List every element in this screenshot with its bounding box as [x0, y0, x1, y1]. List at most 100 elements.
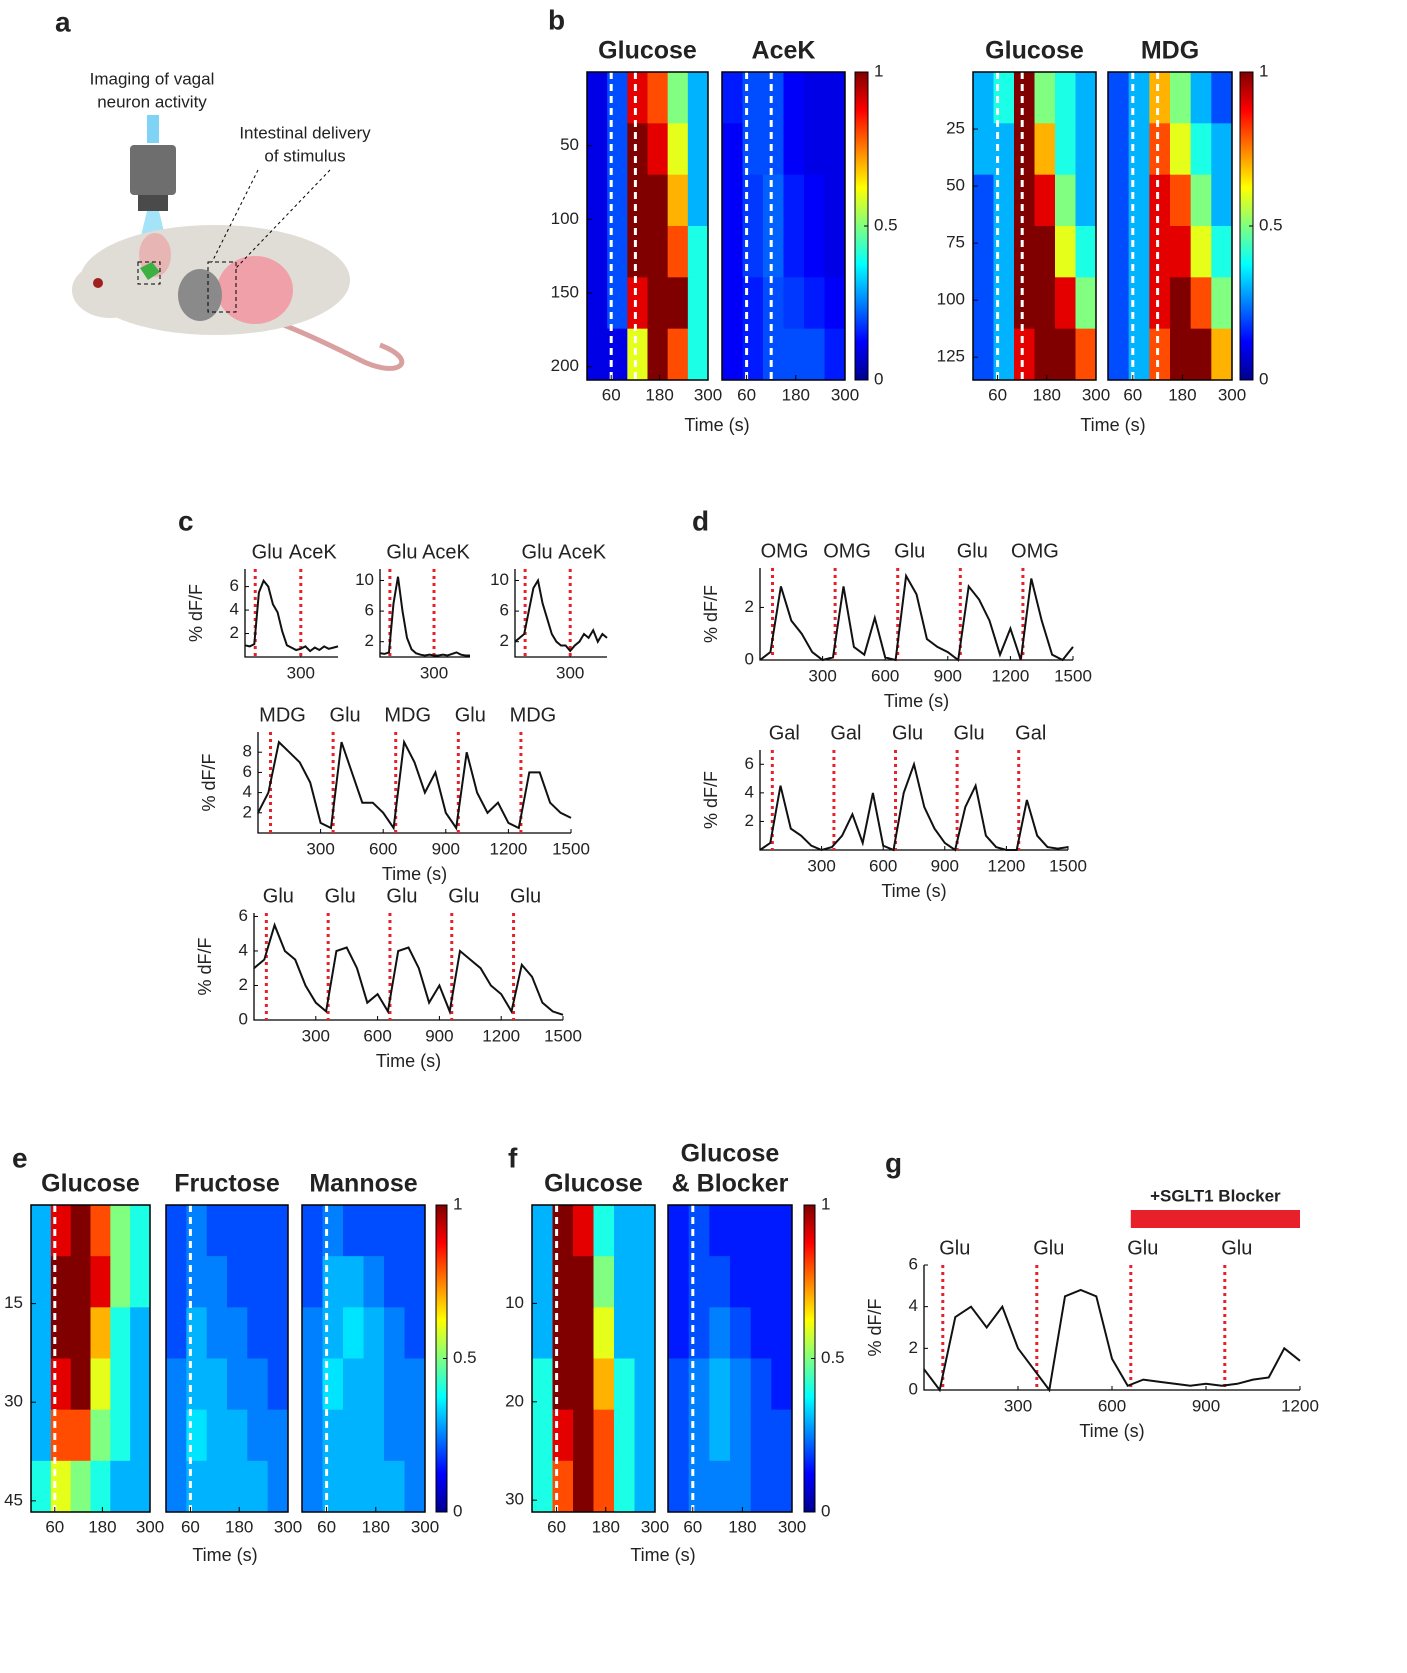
y-tick-label: 6: [909, 1254, 918, 1273]
heatmap-cell: [647, 328, 669, 381]
frame: [972, 71, 1097, 381]
heatmap-cell: [687, 277, 709, 330]
y-tick-label: 0: [745, 649, 754, 668]
heatmap-cell: [667, 174, 689, 227]
heatmap-cell: [973, 72, 994, 124]
x-tick-label: 1500: [1054, 666, 1092, 685]
heatmap-cell: [1055, 123, 1076, 176]
heatmap-cell: [627, 226, 648, 278]
heatmap-cell: [1034, 226, 1056, 278]
heatmap-cell: [1108, 277, 1130, 330]
x-tick-label: 180: [1168, 385, 1196, 404]
heatmap-cell: [206, 1256, 228, 1308]
heatmap-cell: [634, 1358, 656, 1411]
y-axis-label: % dF/F: [195, 937, 215, 995]
y-tick-label: 2: [243, 802, 252, 821]
heatmap-cell: [384, 1460, 405, 1513]
x-tick-label: 300: [411, 1517, 439, 1536]
heatmap-cell: [404, 1460, 426, 1513]
heatmap-cell: [1211, 277, 1233, 330]
colorbar-tick-label: 1: [453, 1194, 462, 1213]
stimulus-label: OMG: [1011, 540, 1059, 562]
trace: [759, 572, 1074, 662]
tail: [269, 317, 405, 371]
heatmap-cell: [1128, 174, 1150, 227]
heatmap-cell: [668, 1460, 690, 1513]
heatmap-cell: [709, 1256, 731, 1308]
trace: [923, 1288, 1301, 1393]
heatmap-cell: [573, 1307, 594, 1359]
heatmap-cell: [363, 1256, 385, 1308]
heatmap-cell: [1075, 226, 1097, 278]
x-axis-label: Time (s): [630, 1545, 695, 1565]
y-tick-label: 2: [745, 811, 754, 830]
panel-label: g: [885, 1147, 902, 1178]
x-tick-label: 60: [737, 385, 756, 404]
heatmap-cell: [1014, 72, 1035, 124]
stimulus-label: Glu: [386, 885, 417, 907]
y-tick-label: 100: [937, 290, 965, 309]
stimulus-label: Glu: [522, 541, 553, 563]
heatmap-cell: [824, 226, 846, 278]
frame: [531, 1204, 656, 1513]
heatmap-cell: [1108, 72, 1130, 124]
heatmap-cell: [384, 1256, 405, 1308]
heatmap-cell: [1149, 72, 1171, 124]
heatmap-cell: [614, 1358, 635, 1411]
frame: [165, 1204, 289, 1513]
heatmap-cell: [647, 226, 669, 278]
title: MDG: [1141, 37, 1199, 65]
heatmap-cell: [1108, 123, 1130, 176]
x-tick-label: 180: [645, 385, 673, 404]
heatmap-cell: [532, 1460, 553, 1513]
axes: [257, 732, 571, 834]
x-tick-label: 1200: [1281, 1396, 1319, 1415]
axes: [923, 1265, 1300, 1391]
heatmap-cell: [783, 277, 805, 330]
heatmap-cell: [742, 174, 764, 227]
heatmap-cell: [1014, 226, 1035, 278]
heatmap-cell: [973, 328, 994, 381]
heatmap-cell: [70, 1205, 91, 1257]
x-tick-label: 600: [1098, 1396, 1126, 1415]
heatmap-cell: [1108, 328, 1130, 381]
colorbar-tick-label: 0: [874, 369, 883, 388]
y-tick-label: 0: [239, 1009, 248, 1028]
heatmap-cell: [722, 123, 743, 176]
heatmap-cell: [1211, 328, 1233, 381]
x-tick-label: 300: [778, 1517, 806, 1536]
heatmap-cell: [573, 1256, 594, 1308]
stimulus-label: Gal: [830, 722, 861, 744]
x-tick-label: 900: [425, 1026, 453, 1045]
heatmap-cell: [302, 1256, 323, 1308]
colorbar-tick-label: 1: [874, 61, 883, 80]
heatmap-cell: [709, 1409, 731, 1462]
x-tick-label: 300: [641, 1517, 669, 1536]
heatmap-cell: [31, 1205, 52, 1257]
heatmap-cell: [1034, 328, 1056, 381]
heatmap-cell: [1075, 72, 1097, 124]
heatmap-cell: [130, 1460, 151, 1513]
heatmap-cell: [687, 72, 709, 124]
heatmap-cell: [634, 1256, 656, 1308]
panel-label: d: [692, 505, 709, 536]
heatmap-cell: [1055, 328, 1076, 381]
heatmap-cell: [1055, 72, 1076, 124]
heatmap-cell: [750, 1307, 772, 1359]
heatmap-cell: [247, 1358, 269, 1411]
heatmap-cell: [302, 1307, 323, 1359]
heatmap-cell: [267, 1358, 289, 1411]
heatmap-cell: [722, 174, 743, 227]
heatmap-cell: [587, 123, 608, 176]
heatmap-cell: [593, 1460, 615, 1513]
x-tick-label: 600: [869, 856, 897, 875]
x-axis-label: Time (s): [881, 881, 946, 901]
heatmap-cell: [267, 1205, 289, 1257]
y-tick-label: 45: [4, 1490, 23, 1509]
heatmap-cell: [110, 1256, 131, 1308]
heatmap-cell: [1034, 123, 1056, 176]
heatmap-cell: [824, 123, 846, 176]
heatmap-cell: [70, 1307, 91, 1359]
y-tick-label: 100: [551, 209, 579, 228]
heatmap-cell: [247, 1460, 269, 1513]
